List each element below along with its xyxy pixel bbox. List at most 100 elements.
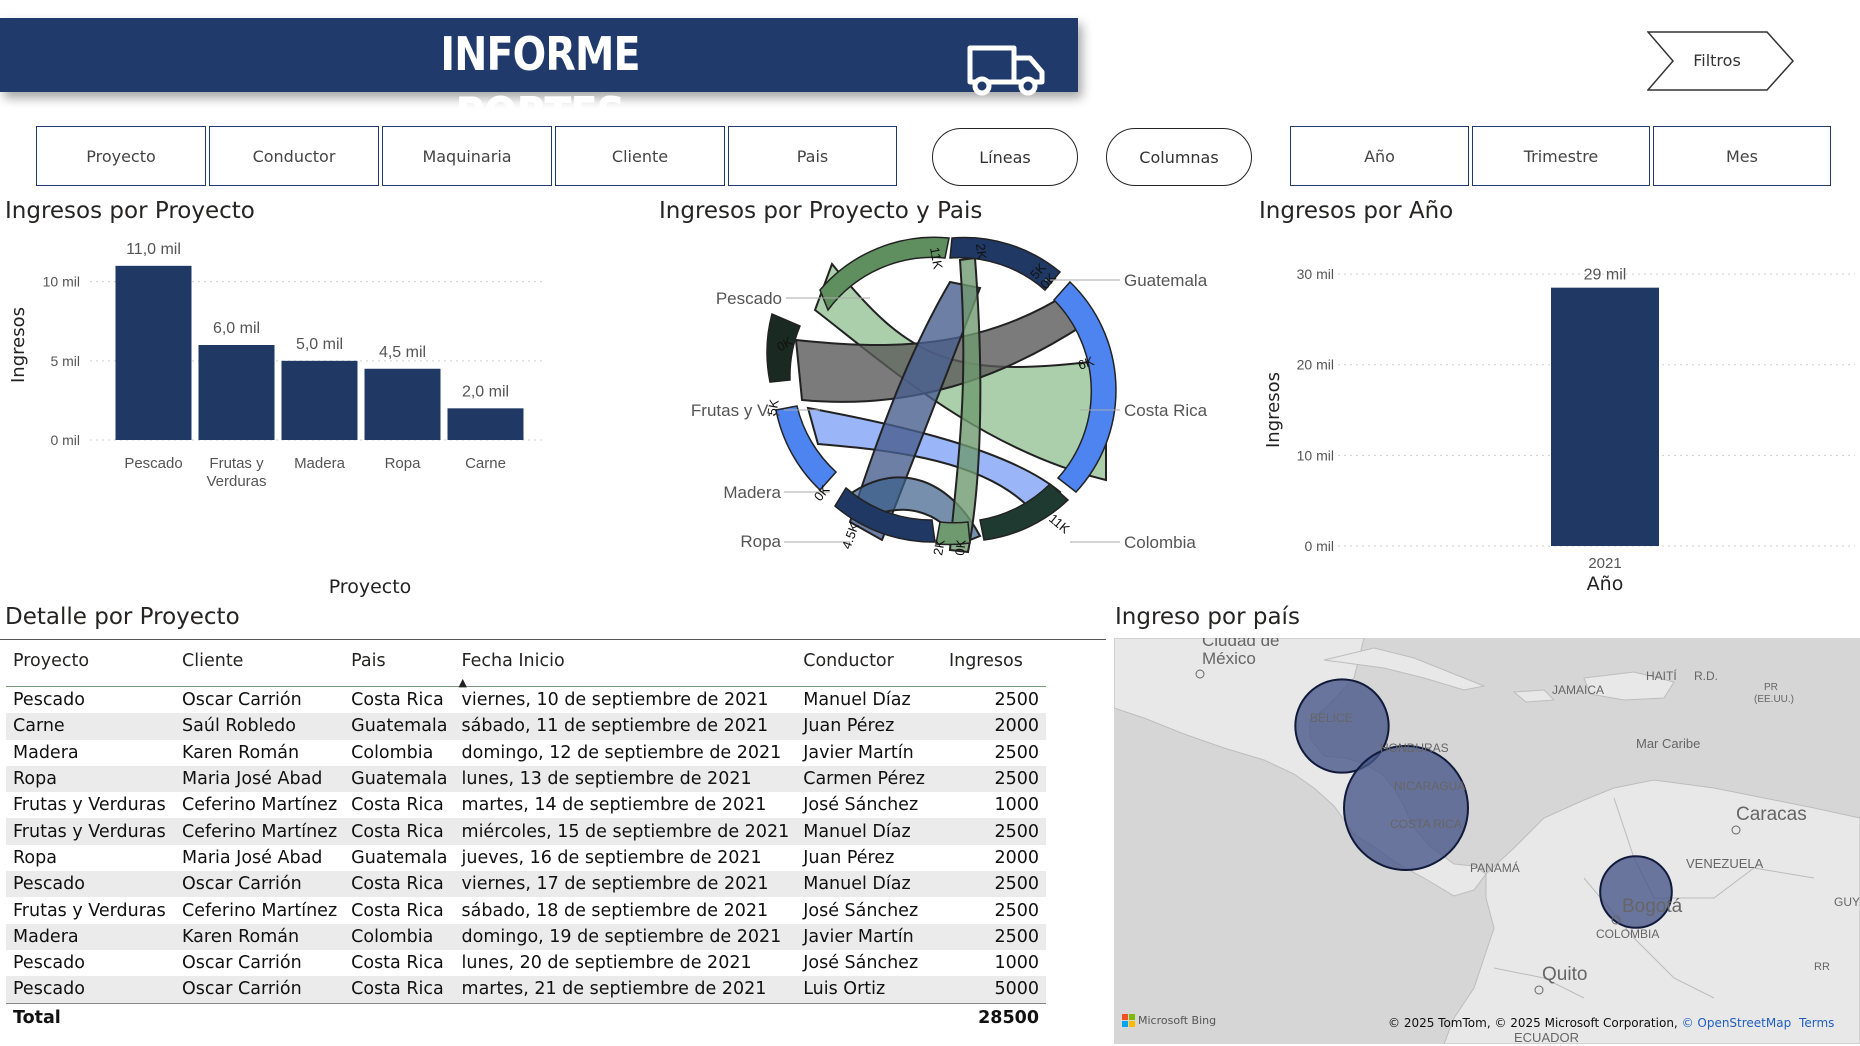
chart-title-chord: Ingresos por Proyecto y Pais: [659, 198, 983, 224]
slicer-cliente[interactable]: Cliente: [555, 126, 725, 186]
title-divider: [0, 639, 1106, 640]
table-cell: lunes, 20 de septiembre de 2021: [461, 953, 752, 974]
y-tick-label: 5 mil: [50, 353, 80, 369]
table-cell: Costa Rica: [351, 900, 444, 921]
x-axis-title: Proyecto: [329, 576, 412, 598]
table-cell: 2500: [941, 923, 1046, 950]
bing-logo: Microsoft Bing: [1122, 1014, 1216, 1027]
table-cell: Guatemala: [351, 847, 448, 868]
col-header-ingresos[interactable]: Ingresos: [948, 651, 1023, 671]
table-cell: Karen Román: [175, 923, 345, 950]
table-row[interactable]: Pescado Oscar Carrión Costa Rica viernes, 1…: [6, 687, 1046, 714]
map-bubbles[interactable]: [1294, 678, 1673, 929]
slicer-maquinaria[interactable]: Maquinaria: [382, 126, 552, 186]
map-labels: Ciudad de México JAMAICA HAITÍ R.D. PR (…: [1202, 638, 1860, 1044]
detail-table-container: Proyecto Cliente Pais Fecha Inicio ▲ Cond…: [6, 636, 1046, 1032]
map-label: RR: [1814, 961, 1830, 973]
arc-value: 6K: [1076, 353, 1096, 373]
table-row[interactable]: Carne Saúl Robledo Guatemala sábado, 11 de …: [6, 713, 1046, 740]
slicer-pais[interactable]: Pais: [728, 126, 897, 186]
revenue-chord-chart[interactable]: Pescado Frutas y V... Madera Ropa Guatem…: [650, 230, 1250, 580]
chord-label-colombia: Colombia: [1124, 533, 1196, 552]
table-row[interactable]: Pescado Oscar Carrión Costa Rica martes, 21…: [6, 976, 1046, 1004]
toggle-columnas[interactable]: Columnas: [1106, 128, 1252, 186]
table-row[interactable]: Ropa Maria José Abad Guatemala lunes, 13 de…: [6, 765, 1046, 793]
bubble-colombia[interactable]: [1599, 855, 1673, 929]
chord-label-costa-rica: Costa Rica: [1124, 401, 1208, 420]
detail-table: Proyecto Cliente Pais Fecha Inicio ▲ Cond…: [6, 636, 1046, 1032]
col-header-pais[interactable]: Pais: [351, 651, 386, 671]
slicer-ano[interactable]: Año: [1290, 126, 1469, 186]
slicer-trimestre[interactable]: Trimestre: [1472, 126, 1650, 186]
col-header-fecha-inicio[interactable]: Fecha Inicio ▲: [455, 636, 797, 689]
data-label: 11,0 mil: [126, 241, 181, 258]
map-label: JAMAICA: [1552, 683, 1604, 697]
bar-madera: [281, 360, 358, 440]
col-header-cliente[interactable]: Cliente: [182, 651, 244, 671]
map-label: COLOMBIA: [1596, 927, 1659, 941]
revenue-map[interactable]: Ciudad de México JAMAICA HAITÍ R.D. PR (…: [1114, 638, 1860, 1044]
bubble-costa-rica[interactable]: [1343, 745, 1469, 871]
arc-colombia: [979, 482, 1070, 541]
chart-title-ano: Ingresos por Año: [1259, 198, 1454, 224]
osm-link[interactable]: © OpenStreetMap: [1681, 1016, 1792, 1030]
x-tick-label: Frutas y: [209, 455, 264, 472]
table-row[interactable]: Ropa Maria José Abad Guatemala jueves, 16 d…: [6, 845, 1046, 871]
col-header-proyecto[interactable]: Proyecto: [13, 651, 90, 671]
chord-arcs: [766, 236, 1117, 546]
map-label: ECUADOR: [1514, 1030, 1579, 1044]
y-tick-label: 20 mil: [1297, 357, 1334, 373]
map-attribution: © 2025 TomTom, © 2025 Microsoft Corporat…: [1388, 1016, 1834, 1030]
slicer-proyecto[interactable]: Proyecto: [36, 126, 206, 186]
table-cell: Maria José Abad: [182, 847, 323, 868]
table-cell: Costa Rica: [344, 818, 455, 845]
table-cell: martes, 21 de septiembre de 2021: [454, 976, 797, 1004]
table-cell: jueves, 16 de septiembre de 2021: [461, 847, 762, 868]
revenue-by-project-chart[interactable]: 0 mil 5 mil 10 mil 11,0 mil Pescado 6,0 mil Fr…: [0, 230, 650, 605]
map-label: NICARAGUA: [1394, 779, 1465, 793]
map-label: BELICE: [1310, 711, 1353, 725]
table-cell: martes, 14 de septiembre de 2021: [461, 795, 767, 816]
x-tick-label: Verduras: [206, 473, 266, 490]
arc-value: 5K: [764, 398, 782, 417]
table-cell: Maria José Abad: [175, 765, 345, 793]
chord-label-madera: Madera: [723, 483, 781, 502]
table-cell: Ropa: [6, 765, 176, 793]
bar-carne: [447, 408, 524, 440]
table-cell: Javier Martín: [803, 742, 914, 763]
table-cell: Costa Rica: [351, 690, 444, 711]
arc-value: 0K: [774, 333, 796, 354]
toggle-lineas[interactable]: Líneas: [932, 128, 1078, 186]
table-cell: Manuel Díaz: [796, 871, 942, 898]
table-cell: Oscar Carrión: [175, 976, 345, 1004]
filters-button[interactable]: Filtros: [1647, 31, 1794, 91]
table-cell: 5000: [941, 976, 1046, 1004]
col-header-conductor[interactable]: Conductor: [803, 651, 894, 671]
chord-label-guatemala: Guatemala: [1124, 271, 1208, 290]
slicer-conductor[interactable]: Conductor: [209, 126, 379, 186]
table-cell: Frutas y Verduras: [13, 795, 166, 816]
table-cell: viernes, 10 de septiembre de 2021: [461, 690, 769, 711]
table-cell: Javier Martín: [796, 923, 942, 950]
terms-link[interactable]: Terms: [1799, 1016, 1835, 1030]
microsoft-logo-icon: [1122, 1014, 1135, 1027]
table-row[interactable]: Madera Karen Román Colombia domingo, 19 de …: [6, 923, 1046, 950]
table-row[interactable]: Pescado Oscar Carrión Costa Rica viernes, 1…: [6, 871, 1046, 898]
map-label: GUY: [1834, 895, 1860, 909]
table-row[interactable]: Madera Karen Román Colombia domingo, 12 de …: [6, 740, 1046, 766]
arc-madera: [775, 405, 838, 492]
y-tick-label: 30 mil: [1297, 266, 1334, 282]
bar-ropa: [364, 368, 441, 440]
table-cell: Guatemala: [344, 713, 455, 740]
bubble-guatemala[interactable]: [1294, 678, 1390, 774]
slicer-mes[interactable]: Mes: [1653, 126, 1831, 186]
map-canvas[interactable]: Ciudad de México JAMAICA HAITÍ R.D. PR (…: [1114, 638, 1860, 1044]
table-cell: Carne: [6, 713, 176, 740]
data-label: 2,0 mil: [462, 383, 509, 400]
table-row[interactable]: Frutas y Verduras Ceferino Martínez Costa …: [6, 897, 1046, 923]
table-row[interactable]: Frutas y Verduras Ceferino Martínez Costa …: [6, 818, 1046, 845]
table-row[interactable]: Frutas y Verduras Ceferino Martínez Costa …: [6, 792, 1046, 818]
table-row[interactable]: Pescado Oscar Carrión Costa Rica lunes, 20 …: [6, 950, 1046, 976]
table-cell: Costa Rica: [351, 953, 444, 974]
